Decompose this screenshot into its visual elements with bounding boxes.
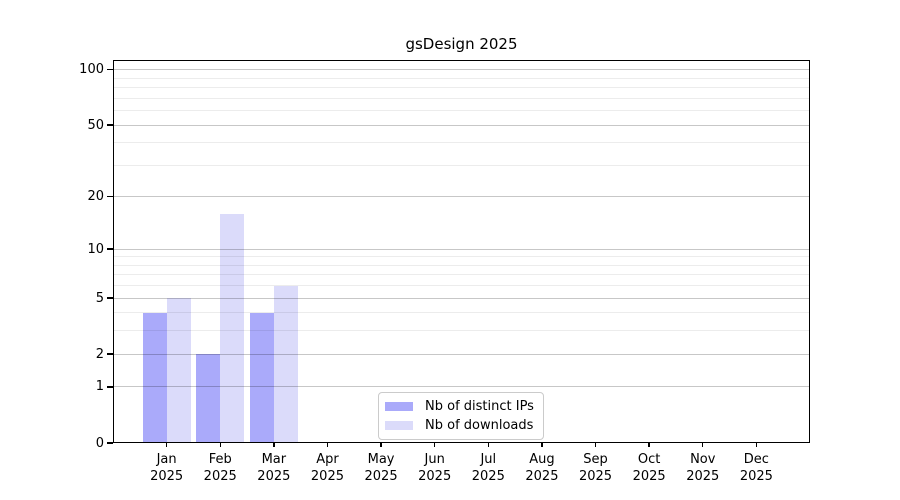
x-tick-nov xyxy=(702,443,704,447)
grid-minor-line-4 xyxy=(113,312,810,314)
bar-downloads-mar xyxy=(273,285,298,443)
legend-label-distinct-ips: Nb of distinct IPs xyxy=(425,399,534,414)
x-tick-label-may: May 2025 xyxy=(364,452,398,484)
grid-minor-line-6 xyxy=(113,285,810,287)
grid-minor-line-9 xyxy=(113,256,810,258)
chart-title: gsDesign 2025 xyxy=(405,35,518,53)
grid-minor-line-90 xyxy=(113,77,810,79)
x-tick-oct xyxy=(648,443,650,447)
grid-minor-line-8 xyxy=(113,264,810,266)
y-tick-100 xyxy=(107,69,113,71)
legend: Nb of distinct IPs Nb of downloads xyxy=(378,392,544,440)
y-tick-2 xyxy=(107,353,113,355)
x-tick-label-mar: Mar 2025 xyxy=(257,452,291,484)
x-tick-jul xyxy=(487,443,489,447)
grid-major-line-50 xyxy=(113,124,810,126)
x-tick-label-dec: Dec 2025 xyxy=(739,452,773,484)
grid-minor-line-30 xyxy=(113,164,810,166)
x-tick-aug xyxy=(541,443,543,447)
x-tick-label-oct: Oct 2025 xyxy=(632,452,666,484)
bar-downloads-feb xyxy=(220,213,245,443)
legend-swatch-distinct-ips xyxy=(385,402,413,411)
bar-downloads-jan xyxy=(166,298,191,443)
x-tick-jun xyxy=(433,443,436,447)
y-tick-label-1: 1 xyxy=(95,379,104,395)
y-tick-label-0: 0 xyxy=(95,435,104,451)
y-tick-label-50: 50 xyxy=(87,117,104,133)
y-tick-label-20: 20 xyxy=(87,189,104,205)
bar-distinct-ips-mar xyxy=(249,312,274,443)
grid-layer xyxy=(113,60,810,443)
grid-minor-line-3 xyxy=(113,330,810,332)
y-tick-50 xyxy=(107,124,113,126)
x-tick-label-feb: Feb 2025 xyxy=(203,452,237,484)
x-tick-jan xyxy=(165,443,168,447)
y-tick-label-10: 10 xyxy=(87,241,104,257)
y-tick-label-2: 2 xyxy=(95,346,104,362)
x-tick-mar xyxy=(273,443,275,447)
y-tick-1 xyxy=(107,386,113,388)
legend-swatch-downloads xyxy=(385,421,413,430)
grid-major-line-20 xyxy=(113,196,810,198)
x-tick-may xyxy=(380,443,382,447)
x-tick-dec xyxy=(755,443,758,447)
grid-major-line-10 xyxy=(113,248,810,250)
x-tick-sep xyxy=(594,443,597,447)
legend-item-downloads: Nb of downloads xyxy=(385,418,535,433)
grid-major-line-1 xyxy=(113,386,810,388)
grid-minor-line-40 xyxy=(113,142,810,144)
bars-layer xyxy=(113,60,810,443)
x-tick-label-jan: Jan 2025 xyxy=(150,452,184,484)
x-tick-feb xyxy=(219,443,221,447)
x-tick-label-aug: Aug 2025 xyxy=(525,452,559,484)
grid-major-line-2 xyxy=(113,353,810,355)
grid-major-line-100 xyxy=(113,69,810,71)
x-tick-label-sep: Sep 2025 xyxy=(578,452,613,484)
y-tick-10 xyxy=(107,248,113,250)
x-tick-label-nov: Nov 2025 xyxy=(686,452,720,484)
grid-minor-line-70 xyxy=(113,97,810,99)
grid-major-line-5 xyxy=(113,297,810,299)
y-tick-0 xyxy=(107,442,113,444)
bar-distinct-ips-jan xyxy=(142,312,167,443)
legend-label-downloads: Nb of downloads xyxy=(425,418,534,433)
x-tick-label-jul: Jul 2025 xyxy=(471,452,505,484)
y-tick-label-100: 100 xyxy=(79,62,104,78)
grid-minor-line-60 xyxy=(113,110,810,112)
grid-minor-line-80 xyxy=(113,87,810,89)
x-tick-label-apr: Apr 2025 xyxy=(310,452,344,484)
bar-distinct-ips-feb xyxy=(196,354,221,443)
y-tick-5 xyxy=(107,297,113,299)
y-tick-label-5: 5 xyxy=(95,290,104,306)
x-tick-label-jun: Jun 2025 xyxy=(418,452,452,484)
x-tick-apr xyxy=(326,443,329,447)
grid-minor-line-7 xyxy=(113,274,810,276)
plot-area xyxy=(113,60,810,443)
legend-item-distinct-ips: Nb of distinct IPs xyxy=(385,399,535,414)
y-tick-20 xyxy=(107,196,113,198)
